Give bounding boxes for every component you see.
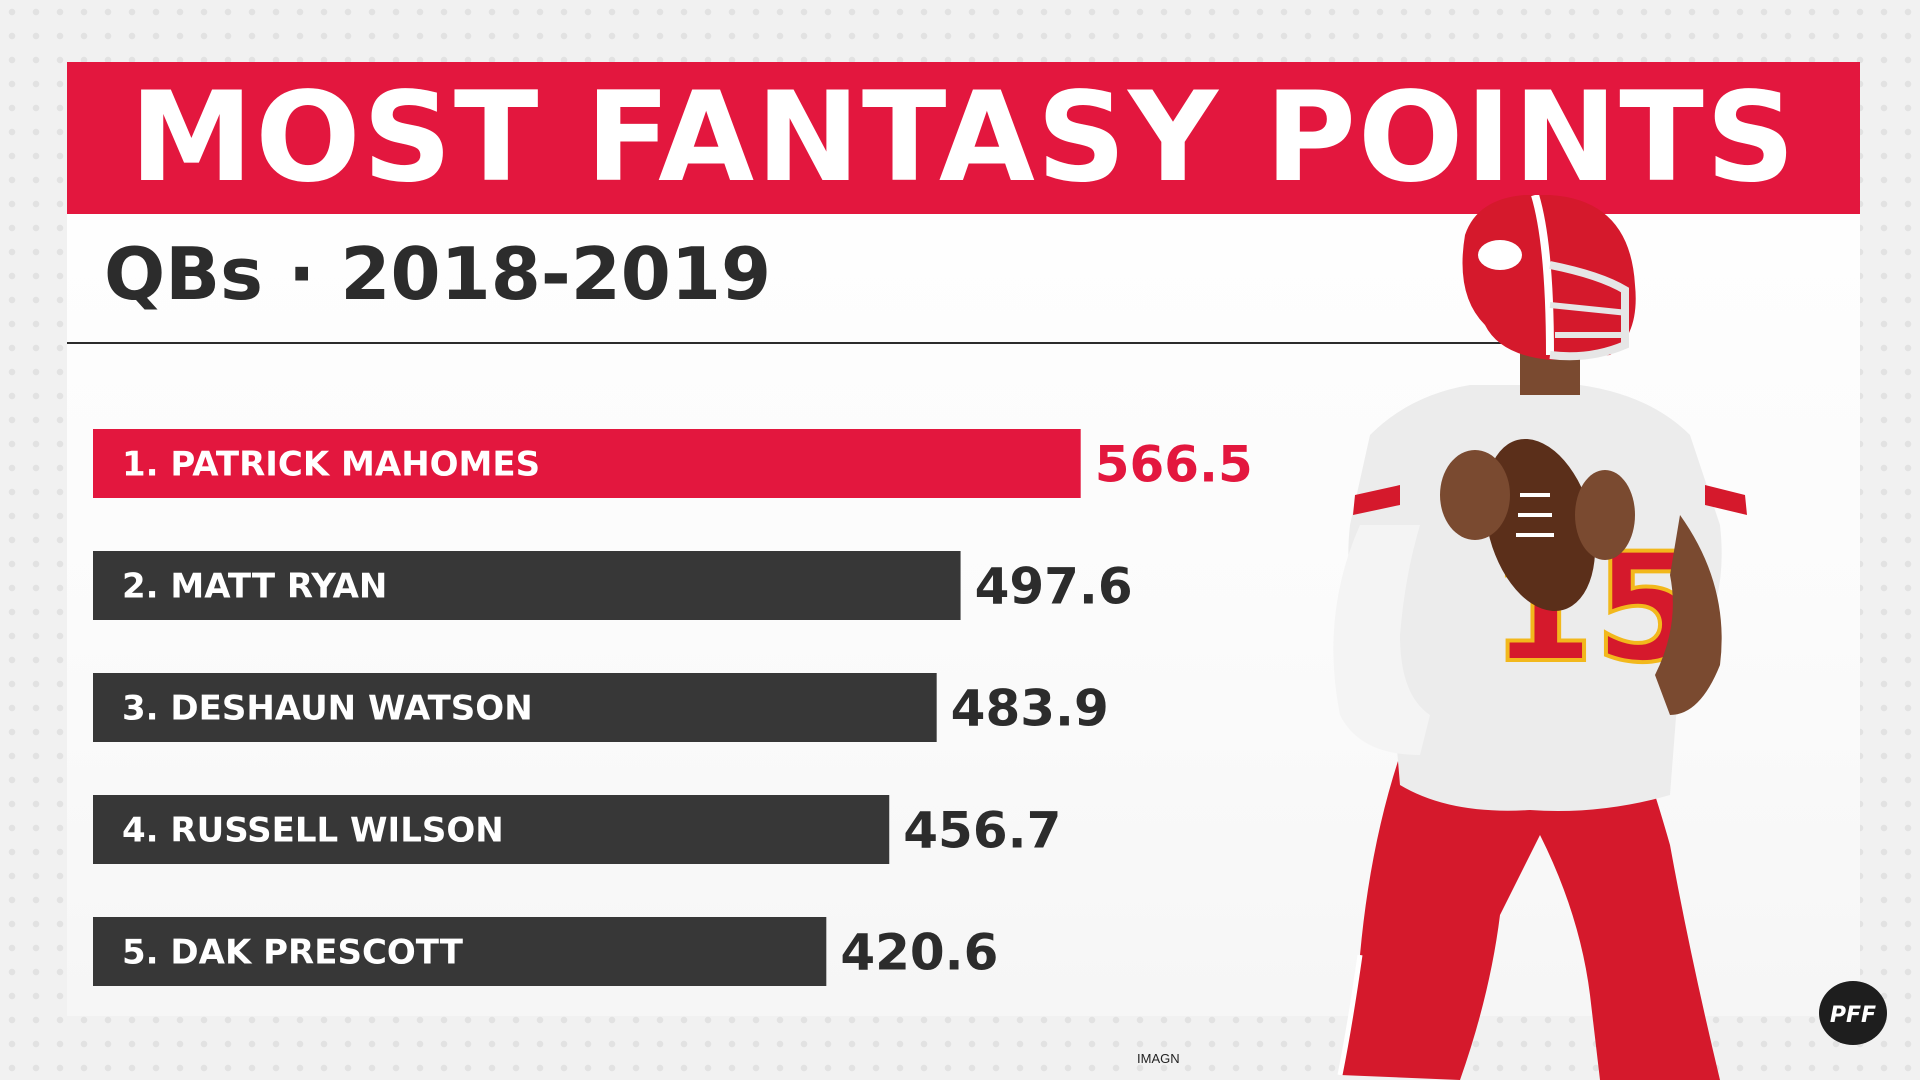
bar-value-5: 420.6 bbox=[840, 924, 998, 982]
bar-label-2: 2. MATT RYAN bbox=[122, 567, 387, 607]
bar-value-1: 566.5 bbox=[1095, 436, 1253, 494]
title-banner: MOST FANTASY POINTS bbox=[67, 62, 1860, 214]
pff-logo: PFF bbox=[1819, 981, 1887, 1045]
bar-4 bbox=[93, 795, 890, 864]
player-photo: 15 bbox=[1333, 195, 1747, 1080]
bar-label-4: 4. RUSSELL WILSON bbox=[122, 811, 504, 851]
bar-label-5: 5. DAK PRESCOTT bbox=[122, 933, 464, 973]
logo-text: PFF bbox=[1830, 1003, 1876, 1028]
bar-label-1: 1. PATRICK MAHOMES bbox=[122, 445, 540, 485]
bar-1 bbox=[93, 429, 1081, 498]
photo-credit: IMAGN bbox=[1137, 1051, 1180, 1066]
bar-value-2: 497.6 bbox=[975, 558, 1133, 616]
bar-3 bbox=[93, 673, 937, 742]
bar-2 bbox=[93, 551, 961, 620]
chart-subtitle: QBs · 2018-2019 bbox=[104, 232, 772, 316]
divider-line bbox=[67, 342, 1507, 344]
bar-value-4: 456.7 bbox=[903, 802, 1061, 860]
bar-label-3: 3. DESHAUN WATSON bbox=[122, 689, 533, 729]
chart-title: MOST FANTASY POINTS bbox=[129, 66, 1798, 210]
bar-value-3: 483.9 bbox=[951, 680, 1109, 738]
bar-5 bbox=[93, 917, 827, 986]
